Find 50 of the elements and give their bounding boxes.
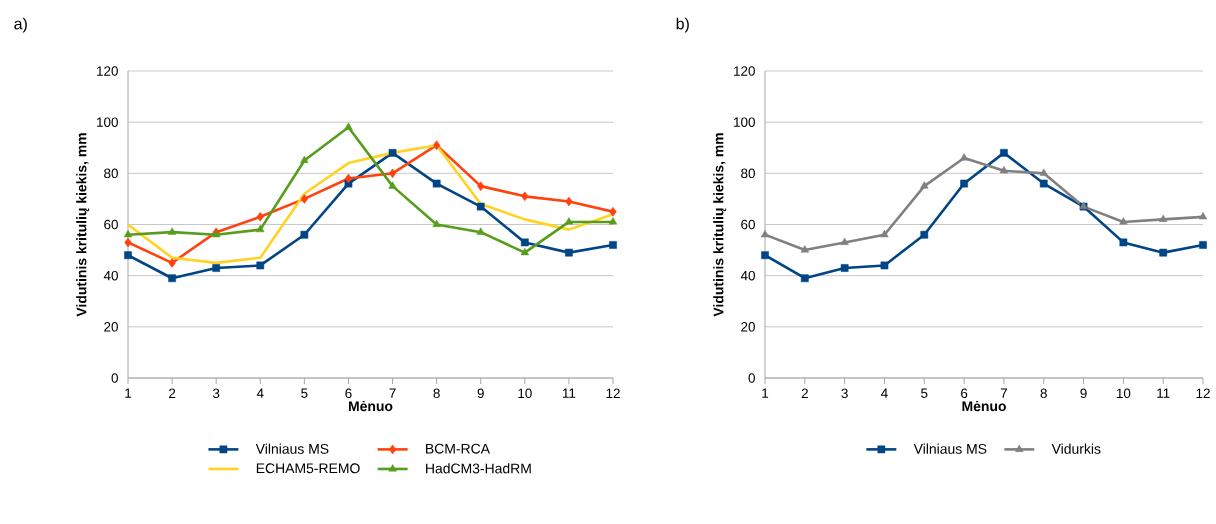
- y-tick-label: 60: [104, 219, 118, 230]
- y-tick-label: 100: [734, 117, 755, 127]
- legend-label: Vidurkis: [1051, 443, 1101, 454]
- y-tick-label: 40: [740, 270, 755, 281]
- y-tick-label: 0: [111, 373, 118, 383]
- y-tick-label: 0: [748, 373, 755, 383]
- x-tick-label: 3: [841, 388, 848, 399]
- x-tick-label: 10: [1116, 388, 1131, 399]
- y-axis-title: Vidutinis kritulių kiekis, mm: [713, 133, 727, 317]
- x-tick-label: 3: [212, 388, 220, 399]
- y-tick-label: 120: [734, 66, 755, 76]
- legend-label: Vilniaus MS: [913, 443, 987, 454]
- x-tick-label: 11: [562, 388, 576, 398]
- legend-label: BCM-RCA: [426, 443, 490, 454]
- x-tick-label: 1: [762, 388, 769, 398]
- x-tick-label: 11: [1157, 388, 1170, 398]
- legend-label: HadCM3-HadRM: [426, 463, 531, 474]
- x-tick-label: 8: [433, 388, 440, 399]
- x-tick-label: 7: [1000, 388, 1007, 398]
- y-tick-label: 80: [104, 168, 118, 179]
- x-axis-title: Mėnuo: [348, 400, 393, 412]
- x-tick-label: 8: [1040, 388, 1047, 399]
- chart-title: b): [676, 17, 689, 33]
- y-tick-label: 100: [97, 117, 118, 127]
- x-tick-label: 6: [345, 388, 352, 399]
- x-tick-label: 5: [921, 388, 928, 398]
- y-tick-label: 40: [103, 270, 118, 281]
- y-tick-label: 20: [104, 322, 118, 332]
- x-tick-label: 12: [1196, 388, 1210, 398]
- y-tick-label: 80: [741, 168, 755, 179]
- x-tick-label: 5: [301, 388, 308, 398]
- y-tick-label: 60: [741, 219, 755, 230]
- x-tick-label: 9: [1080, 388, 1087, 399]
- x-tick-label: 9: [477, 388, 484, 399]
- y-tick-label: 120: [97, 66, 118, 76]
- x-tick-label: 6: [961, 388, 968, 399]
- x-tick-label: 2: [169, 388, 176, 398]
- x-tick-label: 4: [881, 388, 888, 398]
- y-tick-label: 20: [741, 322, 755, 332]
- x-tick-label: 1: [125, 388, 132, 398]
- x-tick-label: 2: [801, 388, 808, 398]
- chart-title: a): [14, 17, 27, 33]
- x-tick-label: 12: [606, 388, 620, 398]
- x-tick-label: 4: [256, 388, 264, 398]
- x-tick-label: 10: [518, 388, 532, 399]
- x-tick-label: 7: [389, 388, 396, 398]
- y-axis-title: Vidutinis kritulių kiekis, mm: [76, 133, 90, 317]
- legend-label: Vilniaus MS: [255, 443, 329, 454]
- legend-label: ECHAM5-REMO: [256, 463, 360, 474]
- x-axis-title: Mėnuo: [962, 400, 1006, 412]
